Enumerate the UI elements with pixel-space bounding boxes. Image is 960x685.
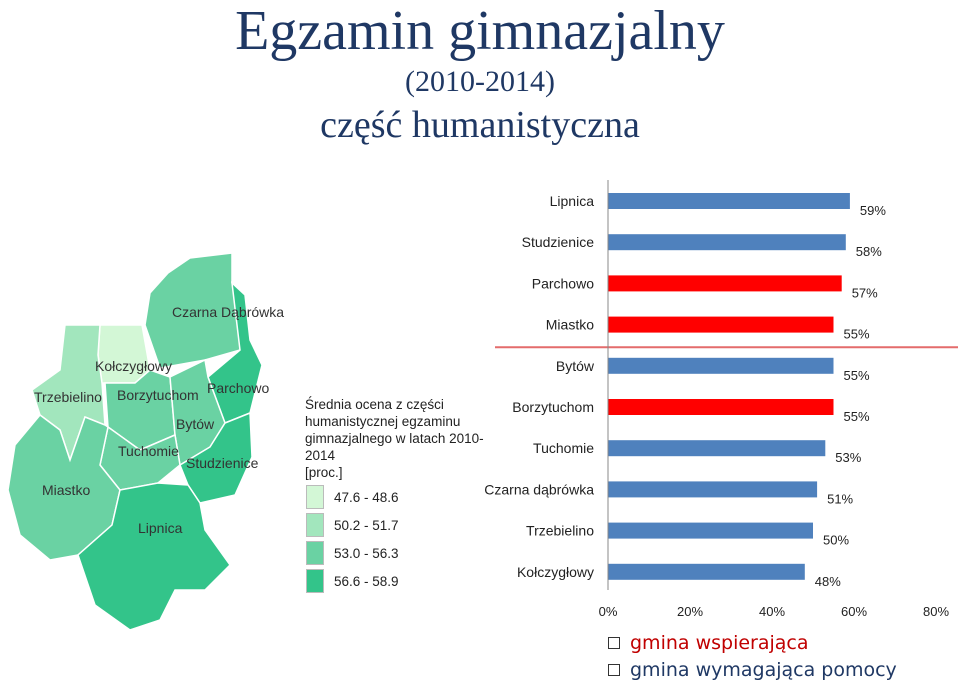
legend-label-wspierajaca: gmina wspierająca	[630, 632, 809, 654]
bar	[608, 481, 818, 498]
data-label: 58%	[856, 244, 882, 259]
map-legend-label: 47.6 - 48.6	[334, 489, 399, 505]
map-label-czarna-dabrowka: Czarna Dąbrówka	[172, 304, 284, 320]
category-label: Kołczygłowy	[517, 564, 594, 580]
choropleth-map: Czarna Dąbrówka Kołczygłowy Trzebielino …	[7, 252, 284, 631]
x-tick-label: 60%	[841, 604, 867, 619]
title-line-3: część humanistyczna	[320, 104, 640, 146]
category-label: Parchowo	[532, 275, 594, 291]
data-label: 50%	[823, 533, 849, 548]
map-label-borzytuchom: Borzytuchom	[117, 387, 199, 403]
map-legend-swatch	[306, 541, 324, 565]
data-label: 57%	[852, 285, 878, 300]
data-label: 55%	[844, 368, 870, 383]
bar	[608, 357, 834, 374]
region-kolczyglowy	[97, 324, 151, 384]
title-line-2: (2010-2014)	[405, 65, 555, 98]
data-label: 51%	[827, 491, 853, 506]
category-label: Miastko	[546, 317, 594, 333]
category-label: Trzebielino	[526, 523, 594, 539]
bar	[608, 193, 850, 209]
map-label-parchowo: Parchowo	[207, 380, 269, 396]
map-legend-swatch	[306, 513, 324, 537]
map-legend-label: 50.2 - 51.7	[334, 517, 399, 533]
map-legend-title-line: Średnia ocena z części	[305, 397, 444, 412]
map-legend-swatch	[306, 569, 324, 593]
data-label: 55%	[844, 409, 870, 424]
bar	[608, 275, 842, 292]
map-label-trzebielino: Trzebielino	[34, 389, 102, 405]
title-line-1: Egzamin gimnazjalny	[235, 0, 725, 62]
map-legend-label: 56.6 - 58.9	[334, 573, 399, 589]
x-tick-label: 20%	[677, 604, 703, 619]
map-label-bytow: Bytów	[176, 416, 215, 432]
category-label: Bytów	[556, 358, 595, 374]
legend-swatch	[608, 664, 620, 676]
data-label: 53%	[835, 450, 861, 465]
map-legend-item: 56.6 - 58.9	[306, 567, 399, 595]
bar	[608, 234, 846, 251]
category-label: Studzienice	[522, 234, 595, 250]
category-label: Czarna dąbrówka	[484, 481, 594, 497]
map-legend-item: 53.0 - 56.3	[306, 539, 399, 567]
map-legend: Średnia ocena z części humanistycznej eg…	[305, 396, 495, 481]
bar	[608, 399, 834, 415]
data-label: 59%	[860, 203, 886, 218]
data-label: 48%	[815, 574, 841, 589]
x-tick-label: 0%	[599, 604, 618, 619]
legend-item-wymagajaca: gmina wymagająca pomocy	[608, 659, 897, 681]
map-legend-item: 47.6 - 48.6	[306, 483, 399, 511]
map-legend-title-line: [proc.]	[305, 465, 343, 480]
map-legend-item: 50.2 - 51.7	[306, 511, 399, 539]
legend-item-wspierajaca: gmina wspierająca	[608, 632, 809, 654]
map-label-miastko: Miastko	[42, 482, 90, 498]
map-legend-title: Średnia ocena z części humanistycznej eg…	[305, 396, 495, 481]
category-label: Lipnica	[550, 193, 595, 209]
map-label-studzienice: Studzienice	[186, 455, 259, 471]
map-label-lipnica: Lipnica	[138, 520, 183, 536]
map-legend-title-line: humanistycznej egzaminu	[305, 414, 461, 429]
bar	[608, 563, 805, 580]
map-label-kolczyglowy: Kołczygłowy	[95, 358, 172, 374]
map-legend-items: 47.6 - 48.6 50.2 - 51.7 53.0 - 56.3 56.6 - …	[306, 483, 399, 595]
category-label: Tuchomie	[533, 440, 594, 456]
x-tick-label: 80%	[923, 604, 949, 619]
category-label: Borzytuchom	[512, 399, 594, 415]
bar	[608, 440, 826, 457]
region-lipnica	[77, 482, 231, 631]
bar	[608, 316, 834, 333]
bar	[608, 522, 813, 539]
map-label-tuchomie: Tuchomie	[118, 443, 179, 459]
data-label: 55%	[844, 327, 870, 342]
legend-label-wymagajaca: gmina wymagająca pomocy	[630, 659, 897, 681]
map-legend-swatch	[306, 485, 324, 509]
legend-swatch	[608, 637, 620, 649]
x-tick-label: 40%	[759, 604, 785, 619]
map-legend-label: 53.0 - 56.3	[334, 545, 399, 561]
map-legend-title-line: gimnazjalnego w latach 2010-2014	[305, 431, 484, 463]
